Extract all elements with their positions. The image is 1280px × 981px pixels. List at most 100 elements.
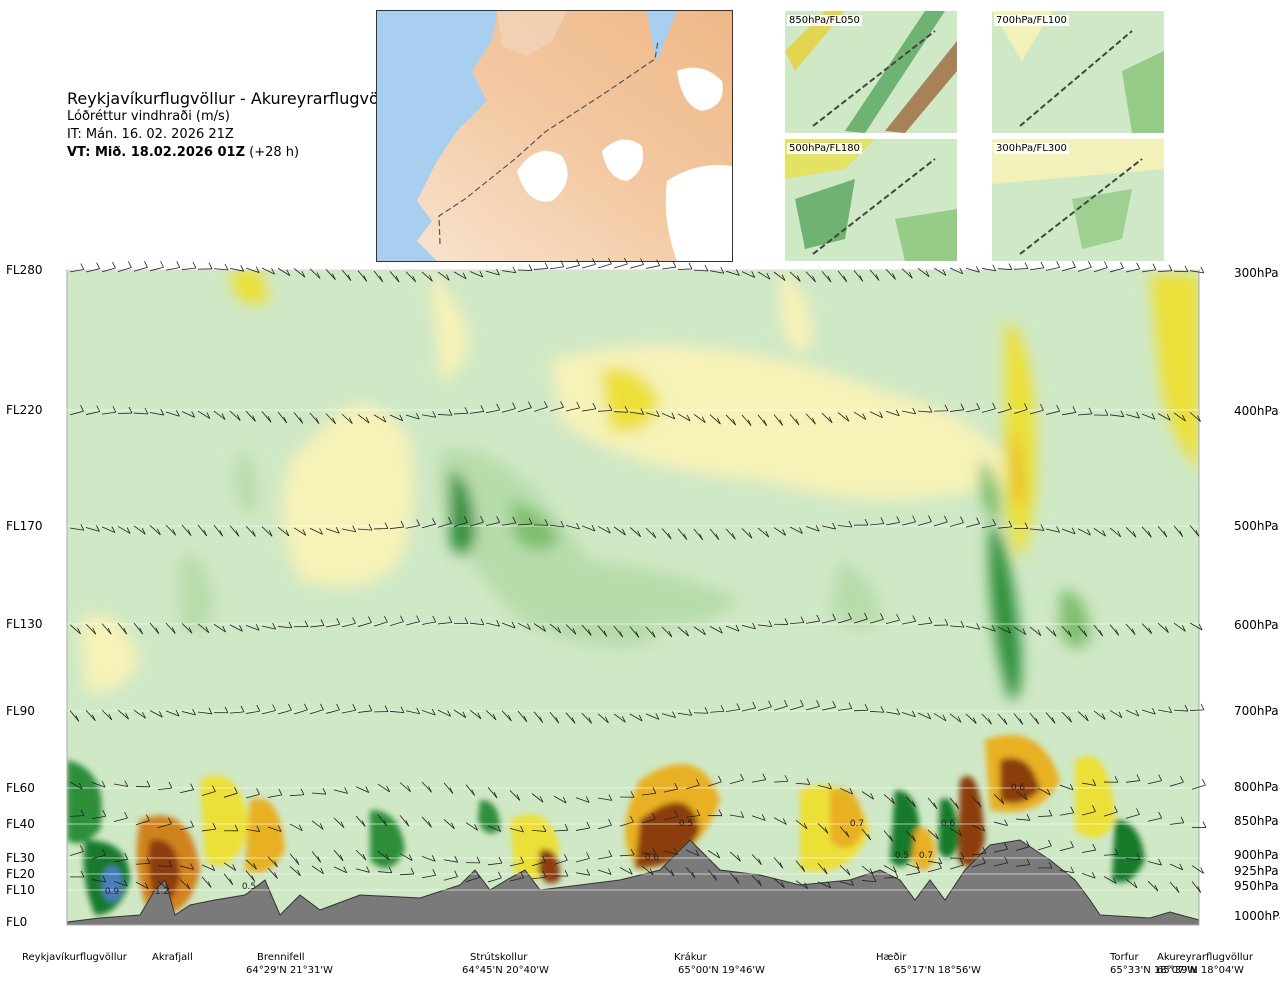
left-tick-label: FL280 — [6, 263, 43, 277]
wind-barb — [905, 866, 921, 876]
wind-barb — [949, 852, 965, 859]
wind-barb — [1061, 625, 1072, 637]
wind-barb — [1061, 711, 1072, 723]
wind-barb — [1141, 263, 1157, 273]
value-annotation: 0.7 — [850, 819, 864, 829]
wind-barb — [1189, 622, 1203, 631]
wind-barb — [837, 520, 853, 528]
wind-barb — [485, 620, 500, 627]
wind-barb — [981, 713, 992, 725]
wind-barb — [685, 867, 696, 879]
variable-label: Lóðréttur vindhraði (m/s) — [67, 109, 230, 124]
right-tick-label: 950hPa — [1234, 879, 1279, 893]
wind-barb — [677, 709, 693, 716]
wind-barb — [795, 778, 811, 785]
wind-barb — [113, 780, 129, 787]
wind-barb — [485, 709, 497, 721]
wind-barb — [901, 515, 916, 526]
wind-barb — [839, 826, 850, 838]
wind-barb — [355, 866, 370, 873]
wind-barb — [1029, 524, 1045, 531]
wind-barb — [1189, 703, 1205, 711]
wind-barb — [661, 626, 673, 638]
wind-barb — [277, 526, 290, 537]
wind-barb — [933, 267, 947, 276]
wind-barb — [453, 407, 469, 415]
wind-barb — [421, 781, 432, 793]
terrain-profile — [67, 839, 1199, 925]
wind-barb — [883, 871, 899, 879]
wind-barb — [821, 412, 833, 424]
wind-barb — [341, 269, 352, 281]
value-annotation: 0.5 — [679, 819, 693, 829]
wind-barb — [661, 412, 676, 420]
wind-barb — [725, 528, 736, 540]
wind-barb — [69, 624, 81, 635]
wind-barb — [1141, 526, 1152, 538]
wind-barb — [533, 401, 548, 412]
wind-barb — [201, 785, 216, 796]
wind-barb — [267, 825, 282, 832]
wind-barb — [641, 787, 657, 796]
wind-barb — [509, 790, 521, 801]
wind-barb — [677, 262, 693, 270]
wind-barb — [805, 271, 816, 283]
wind-barb — [1103, 776, 1119, 783]
wind-barb — [201, 864, 216, 871]
wind-barb — [553, 795, 567, 804]
wind-barb — [677, 528, 688, 540]
wind-barb — [533, 711, 544, 723]
wind-barb — [453, 516, 468, 528]
wind-barb — [1173, 622, 1186, 632]
wind-barb — [245, 525, 256, 537]
wind-barb — [341, 525, 357, 533]
wind-barb — [69, 809, 85, 817]
wind-barb — [311, 820, 324, 830]
wind-barb — [1093, 261, 1108, 273]
wind-barb — [883, 794, 895, 804]
wind-barb — [69, 845, 84, 857]
wind-barb — [981, 264, 997, 272]
wind-barb — [949, 516, 964, 527]
wind-barb — [309, 619, 325, 628]
wind-barb — [1015, 840, 1030, 851]
panel-500hpa: 500hPa/FL180 — [785, 139, 957, 261]
value-annotation: 0.5 — [895, 851, 909, 861]
wind-barb — [213, 410, 226, 420]
right-tick-label: 300hPa — [1234, 266, 1279, 280]
wind-barb — [1141, 623, 1153, 634]
wind-barb — [181, 524, 192, 536]
wind-barb — [333, 866, 348, 874]
wind-barb — [157, 881, 170, 891]
location-name: Torfur — [1109, 952, 1139, 963]
wind-barb — [309, 412, 320, 425]
wind-barb — [709, 705, 725, 713]
wind-barb — [181, 261, 197, 271]
wind-barb — [91, 810, 107, 820]
wind-barb — [213, 706, 229, 714]
wind-barb — [613, 257, 628, 269]
wind-barb — [933, 404, 949, 412]
wind-barb — [377, 851, 390, 861]
wind-barb — [981, 518, 997, 529]
wind-barb — [293, 268, 306, 278]
wind-barb — [773, 857, 784, 869]
wind-barb — [91, 875, 107, 883]
wind-barb — [1061, 527, 1076, 535]
wind-barb — [693, 528, 704, 541]
wind-barb — [645, 713, 660, 720]
annotations: 0.9 1.2 0.5 0.6 0.5 0.7 0.5 0.7 0.6 0.6 — [105, 783, 1026, 897]
wind-barb — [101, 623, 112, 635]
wind-barb — [751, 854, 762, 865]
wind-barb — [933, 618, 949, 626]
wind-barb — [85, 405, 101, 415]
wind-barb — [597, 404, 613, 412]
wind-barb — [741, 622, 756, 630]
panel-label-500: 500hPa/FL180 — [787, 143, 862, 154]
wind-barb — [223, 824, 239, 832]
wind-barb — [325, 526, 340, 534]
wind-barb — [789, 271, 801, 282]
wind-barb — [839, 864, 851, 876]
